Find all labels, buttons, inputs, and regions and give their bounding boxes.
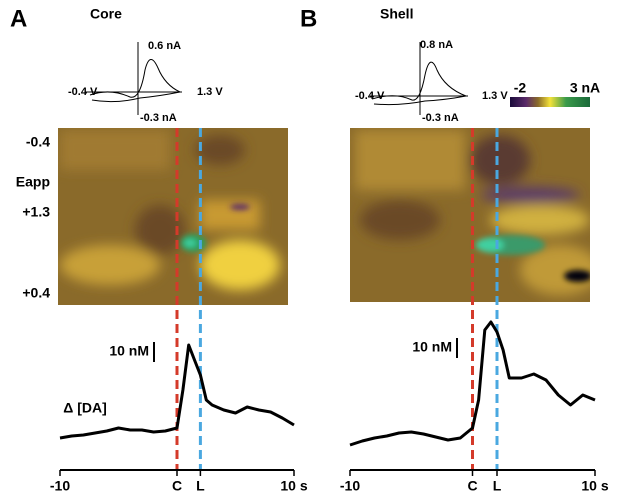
x-tick-label: -10 [340, 478, 360, 494]
trace-line [349, 320, 596, 447]
cv-label: 1.3 V [197, 86, 223, 98]
trace-line [59, 343, 295, 440]
heatmap-label: +0.4 [22, 285, 50, 301]
cv-label: -0.3 nA [422, 112, 459, 124]
panel-title: Core [90, 6, 122, 22]
x-tick-label: C [467, 478, 477, 494]
cv-label: -0.4 V [68, 86, 98, 98]
color-plot [58, 128, 288, 305]
x-tick-label: L [493, 478, 502, 494]
heatmap-label: Eapp [16, 174, 50, 190]
heatmap-label: +1.3 [22, 204, 50, 220]
panel-title: Shell [380, 6, 413, 22]
heatmap-label: -0.4 [26, 134, 50, 150]
x-tick-label: 10 s [581, 478, 608, 494]
panel-letter: B [300, 5, 317, 32]
y-label: Δ [DA] [63, 400, 107, 416]
cv-label: -0.3 nA [140, 112, 177, 124]
x-tick-label: C [172, 478, 182, 494]
scale-bar-label: 10 nM [109, 343, 149, 359]
cv-inset [85, 42, 468, 115]
x-tick-label: -10 [50, 478, 70, 494]
colorbar [510, 97, 590, 107]
panel-letter: A [10, 5, 27, 32]
cv-label: 1.3 V [482, 90, 508, 102]
cv-label: -0.4 V [355, 90, 385, 102]
colorbar-label: 3 nA [570, 80, 600, 96]
color-plot [350, 128, 590, 302]
x-tick-label: L [196, 478, 205, 494]
cv-label: 0.8 nA [420, 39, 453, 51]
x-tick-label: 10 s [280, 478, 307, 494]
cv-label: 0.6 nA [148, 40, 181, 52]
scale-bar-label: 10 nM [412, 339, 452, 355]
colorbar-label: -2 [514, 80, 527, 96]
